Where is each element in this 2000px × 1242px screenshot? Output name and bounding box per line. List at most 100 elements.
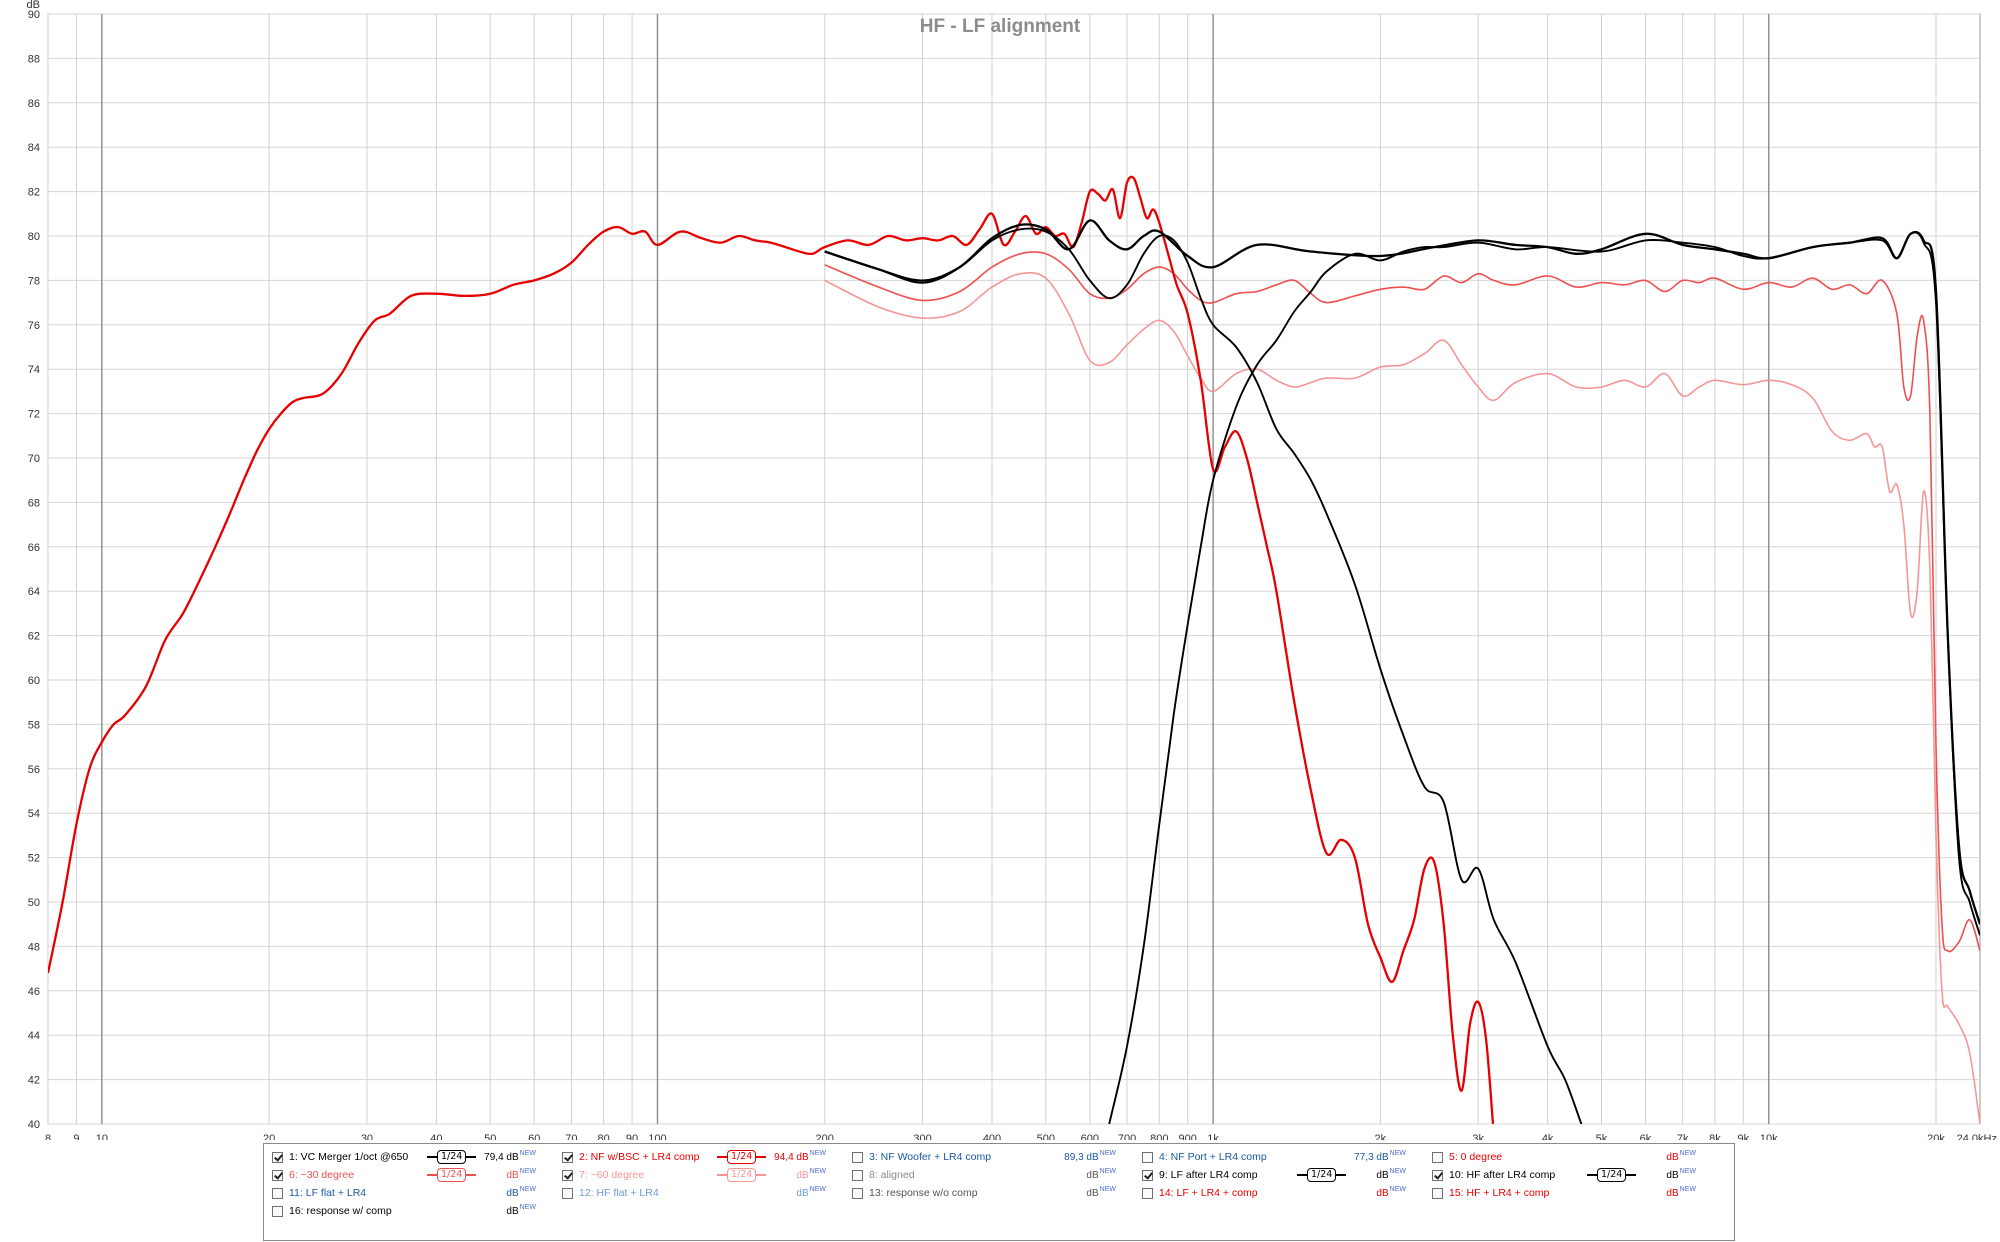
legend-level-text: 94,4 dB: [774, 1151, 809, 1163]
legend-checkbox[interactable]: [272, 1151, 283, 1163]
legend-checkbox[interactable]: [562, 1169, 573, 1181]
smoothing-label: 1/24: [727, 1168, 757, 1182]
legend-level-value[interactable]: dB NEW: [1046, 1166, 1116, 1184]
smoothing-indicator[interactable]: 1/24: [427, 1148, 477, 1166]
legend-item[interactable]: 14: LF + LR4 + comp: [1142, 1184, 1258, 1202]
legend-level-value[interactable]: dB NEW: [1626, 1184, 1696, 1202]
x-tick-label: 500: [1037, 1133, 1055, 1140]
x-tick-label: 60: [528, 1133, 540, 1140]
legend-item[interactable]: 12: HF flat + LR4: [562, 1184, 659, 1202]
x-tick-label: 200: [816, 1133, 834, 1140]
x-tick-label: 90: [626, 1133, 638, 1140]
x-tick-label: 4k: [1542, 1133, 1554, 1140]
legend-label: 2: NF w/BSC + LR4 comp: [579, 1151, 700, 1163]
legend-item[interactable]: 8: aligned: [852, 1166, 915, 1184]
legend-item[interactable]: 11: LF flat + LR4: [272, 1184, 366, 1202]
legend-level-text: dB: [1086, 1169, 1099, 1181]
legend-level-text: 89,3 dB: [1064, 1151, 1099, 1163]
legend-level-value[interactable]: dB NEW: [756, 1184, 826, 1202]
legend-item[interactable]: 2: NF w/BSC + LR4 comp: [562, 1148, 700, 1166]
x-tick-label: 5k: [1596, 1133, 1608, 1140]
x-tick-label: 2k: [1375, 1133, 1387, 1140]
legend-item[interactable]: 3: NF Woofer + LR4 comp: [852, 1148, 991, 1166]
legend-checkbox[interactable]: [852, 1187, 863, 1199]
legend-label: 6: ~30 degree: [289, 1169, 355, 1181]
legend-item[interactable]: 4: NF Port + LR4 comp: [1142, 1148, 1267, 1166]
x-tick-label: 80: [598, 1133, 610, 1140]
legend-item[interactable]: 7: ~60 degree: [562, 1166, 644, 1184]
legend-level-text: dB: [1666, 1169, 1679, 1181]
legend-checkbox[interactable]: [562, 1151, 573, 1163]
legend-level-value[interactable]: dB NEW: [1336, 1166, 1406, 1184]
legend-level-value[interactable]: dB NEW: [466, 1166, 536, 1184]
new-badge: NEW: [519, 1149, 536, 1157]
new-badge: NEW: [1389, 1185, 1406, 1193]
x-tick-label: 1k: [1207, 1133, 1219, 1140]
legend-line-swatch: [717, 1174, 727, 1176]
legend-checkbox[interactable]: [852, 1151, 863, 1163]
x-tick-label: 10: [96, 1133, 108, 1140]
legend-checkbox[interactable]: [272, 1205, 283, 1217]
x-tick-label: 20: [263, 1133, 275, 1140]
legend-checkbox[interactable]: [1432, 1151, 1443, 1163]
x-tick-label: 50: [484, 1133, 496, 1140]
x-tick-label: 800: [1150, 1133, 1168, 1140]
legend-item[interactable]: 5: 0 degree: [1432, 1148, 1502, 1166]
legend-item[interactable]: 16: response w/ comp: [272, 1202, 392, 1220]
series-lines: [48, 175, 1980, 1124]
legend-level-value[interactable]: 79,4 dB NEW: [466, 1148, 536, 1166]
y-tick-label: 60: [28, 675, 40, 687]
smoothing-indicator[interactable]: 1/24: [427, 1166, 477, 1184]
x-tick-label: 900: [1179, 1133, 1197, 1140]
legend-checkbox[interactable]: [272, 1187, 283, 1199]
legend-item[interactable]: 9: LF after LR4 comp: [1142, 1166, 1258, 1184]
legend-checkbox[interactable]: [1432, 1169, 1443, 1181]
smoothing-indicator[interactable]: 1/24: [717, 1148, 767, 1166]
x-tick-label: 3k: [1472, 1133, 1484, 1140]
legend-level-value[interactable]: dB NEW: [1046, 1184, 1116, 1202]
legend-item[interactable]: 6: ~30 degree: [272, 1166, 354, 1184]
new-badge: NEW: [1389, 1167, 1406, 1175]
y-axis-unit: dB: [27, 0, 40, 11]
legend-label: 7: ~60 degree: [579, 1169, 645, 1181]
y-tick-label: 88: [28, 53, 40, 65]
legend-level-value[interactable]: dB NEW: [466, 1184, 536, 1202]
smoothing-indicator[interactable]: 1/24: [1297, 1166, 1347, 1184]
legend-label: 9: LF after LR4 comp: [1159, 1169, 1258, 1181]
legend-level-value[interactable]: dB NEW: [1626, 1148, 1696, 1166]
smoothing-indicator[interactable]: 1/24: [1587, 1166, 1637, 1184]
x-tick-label: 24,0kHz: [1957, 1133, 1997, 1140]
legend-checkbox[interactable]: [852, 1169, 863, 1181]
new-badge: NEW: [1679, 1185, 1696, 1193]
y-tick-label: 90: [28, 9, 40, 21]
x-tick-label: 600: [1081, 1133, 1099, 1140]
y-tick-label: 84: [28, 142, 40, 154]
legend-level-value[interactable]: 77,3 dB NEW: [1336, 1148, 1406, 1166]
legend-item[interactable]: 10: HF after LR4 comp: [1432, 1166, 1555, 1184]
legend-item[interactable]: 15: HF + LR4 + comp: [1432, 1184, 1549, 1202]
x-tick-label: 6k: [1640, 1133, 1652, 1140]
legend-level-value[interactable]: dB NEW: [756, 1166, 826, 1184]
legend-level-value[interactable]: dB NEW: [1336, 1184, 1406, 1202]
legend-item[interactable]: 13: response w/o comp: [852, 1184, 978, 1202]
x-tick-labels: 8 9 10 20 30 40 50 60 70 80 90 100 200 300 400 500 600 70…: [45, 1133, 1997, 1140]
legend-checkbox[interactable]: [1142, 1169, 1153, 1181]
legend-item[interactable]: 1: VC Merger 1/oct @650: [272, 1148, 408, 1166]
legend-level-text: dB: [1376, 1187, 1389, 1199]
new-badge: NEW: [1389, 1149, 1406, 1157]
legend-checkbox[interactable]: [1142, 1151, 1153, 1163]
series-line-6: [1108, 231, 1980, 1124]
legend-level-value[interactable]: dB NEW: [466, 1202, 536, 1220]
legend-checkbox[interactable]: [1142, 1187, 1153, 1199]
legend-level-value[interactable]: 89,3 dB NEW: [1046, 1148, 1116, 1166]
legend-checkbox[interactable]: [1432, 1187, 1443, 1199]
legend-level-text: 77,3 dB: [1354, 1151, 1389, 1163]
legend-line-swatch: [1587, 1174, 1597, 1176]
x-tick-label: 7k: [1677, 1133, 1689, 1140]
smoothing-indicator[interactable]: 1/24: [717, 1166, 767, 1184]
legend-checkbox[interactable]: [272, 1169, 283, 1181]
legend-checkbox[interactable]: [562, 1187, 573, 1199]
legend-line-swatch: [427, 1156, 437, 1158]
legend-level-value[interactable]: dB NEW: [1626, 1166, 1696, 1184]
legend-level-value[interactable]: 94,4 dB NEW: [756, 1148, 826, 1166]
